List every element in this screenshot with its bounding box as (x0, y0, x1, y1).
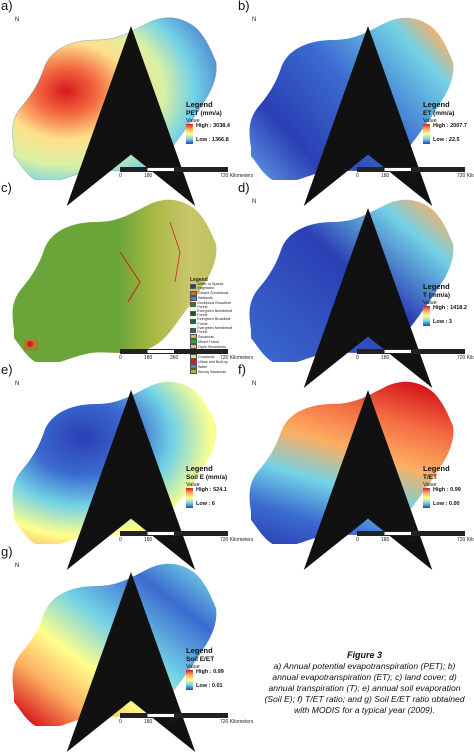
panel-label: a) (1, 0, 13, 13)
legend-high: High : 2007.7 (433, 123, 467, 129)
color-ramp (423, 306, 430, 326)
panel-label: f) (238, 362, 246, 377)
map-panel-pet: a) N Legend PET (mm/a) Value High : 3038… (0, 0, 253, 206)
legend-unit: Soil E/ET (186, 656, 215, 663)
legend: Legend Soil E (mm/a) Value High : 524.1 … (186, 464, 236, 510)
figure-title: Figure 3 (346, 650, 382, 660)
scale-bar: 0 180 360 720 Kilometers (119, 531, 253, 545)
legend-low: Low : 0.00 (433, 501, 460, 507)
legend-high: High : 3038.4 (196, 123, 230, 129)
color-ramp (186, 488, 193, 508)
legend-low: Low : 22.5 (433, 137, 460, 143)
legend-unit: Soil E (mm/a) (186, 474, 228, 481)
panel-label: c) (1, 180, 12, 195)
legend: Legend Soil E/ET Value High : 0.99 Low :… (186, 646, 236, 692)
scale-bar: 0 180 360 720 Kilometers (119, 713, 253, 727)
legend-unit: PET (mm/a) (186, 110, 222, 117)
scale-bar: 0 180 360 720 Kilometers (119, 349, 253, 363)
legend-title: Legend (423, 100, 450, 109)
map-panel-et: b) N Legend ET (mm/a) Value High : 2007.… (237, 0, 474, 206)
legend-high: High : 1418.2 (433, 305, 467, 311)
north-arrow-icon: N (13, 381, 196, 570)
legend-high: High : 0.99 (196, 669, 224, 675)
legend-value-label: Value (423, 118, 437, 124)
legend-unit: T (mm/a) (423, 292, 451, 299)
north-arrow-icon: N (250, 381, 433, 570)
map-panel-soil-e-et: g) N Legend Soil E/ET Value High : 0.99 … (0, 544, 253, 752)
north-arrow-icon: N (250, 17, 433, 206)
landcover-map (12, 199, 217, 362)
map-panel-t: d) N Legend T (mm/a) Value High : 1418.2… (237, 180, 474, 388)
north-arrow-icon: N (13, 563, 196, 752)
map-panel-t-et: f) N Legend T/ET Value High : 0.99 Low :… (237, 362, 474, 570)
map-panel-landcover: c) Legend Water or Sparse Vegetation Clo… (0, 180, 253, 375)
legend-low: Low : 1366.8 (196, 137, 229, 143)
panel-label: d) (238, 180, 250, 195)
color-ramp (186, 670, 193, 690)
north-arrow-icon: N (250, 199, 433, 388)
legend: Legend ET (mm/a) Value High : 2007.7 Low… (423, 100, 473, 146)
legend-value-label: Value (186, 118, 200, 124)
legend: Legend T (mm/a) Value High : 1418.2 Low … (423, 282, 473, 328)
figure-caption: Figure 3 a) Annual potential evapotransp… (262, 650, 467, 716)
panel-label: e) (1, 362, 13, 377)
legend-value-label: Value (423, 482, 437, 488)
legend-low: Low : 6 (196, 501, 215, 507)
legend-high: High : 0.99 (433, 487, 461, 493)
scale-bar: 0 180 360 720 Kilometers (119, 167, 253, 181)
legend-unit: T/ET (423, 474, 438, 481)
legend-unit: ET (mm/a) (423, 110, 455, 117)
panel-label: g) (1, 544, 13, 559)
legend-value-label: Value (423, 300, 437, 306)
map-panel-soil-e: e) N Legend Soil E (mm/a) Value High : 5… (0, 362, 253, 570)
landcover-legend: Legend Water or Sparse Vegetation Closed… (190, 277, 232, 375)
legend-title: Legend (423, 464, 450, 473)
legend-title: Legend (186, 464, 213, 473)
legend: Legend T/ET Value High : 0.99 Low : 0.00 (423, 464, 473, 510)
color-ramp (423, 488, 430, 508)
legend: Legend PET (mm/a) Value High : 3038.4 Lo… (186, 100, 236, 146)
panel-label: b) (238, 0, 250, 13)
color-ramp (186, 124, 193, 144)
scale-bar: 0 180 360 720 Kilometers (356, 531, 474, 545)
legend-value-label: Value (186, 482, 200, 488)
legend-title: Legend (423, 282, 450, 291)
legend-low: Low : 3 (433, 319, 452, 325)
figure-caption-text: a) Annual potential evapotranspiration (… (264, 661, 465, 715)
scale-bar: 0 180 360 720 Kilometers (356, 349, 474, 363)
north-arrow-icon: N (13, 17, 196, 206)
scale-bar: 0 180 360 720 Kilometers (356, 167, 474, 181)
legend-low: Low : 0.01 (196, 683, 223, 689)
legend-value-label: Value (186, 664, 200, 670)
legend-high: High : 524.1 (196, 487, 227, 493)
color-ramp (423, 124, 430, 144)
legend-title: Legend (186, 100, 213, 109)
legend-title: Legend (186, 646, 213, 655)
